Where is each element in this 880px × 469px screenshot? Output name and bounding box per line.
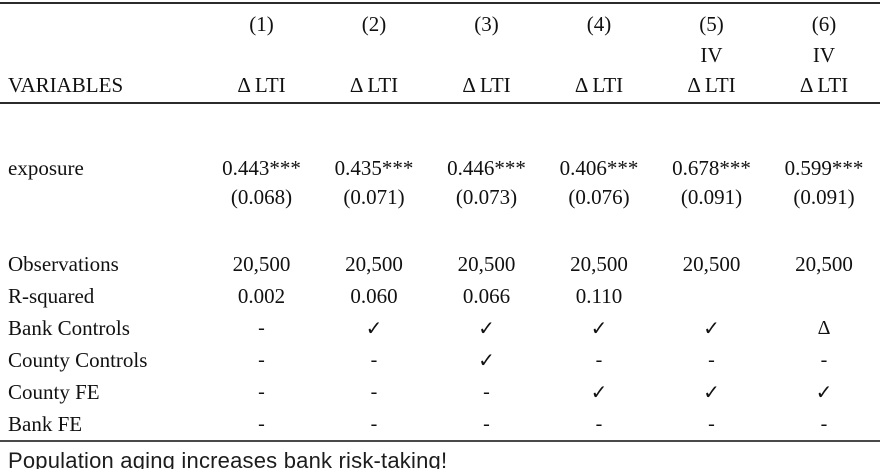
stat-value: 20,500 (570, 251, 628, 276)
spacer (0, 103, 880, 146)
coef-value: 0.678*** (672, 156, 751, 180)
indicator-cell: - (430, 408, 543, 442)
indicator-cell: - (370, 348, 378, 371)
indicator-cell: ✓ (478, 349, 495, 372)
coefficient-row-exposure: exposure 0.443*** 0.435*** 0.446*** 0.40… (0, 146, 880, 185)
coef-value: 0.446*** (447, 156, 526, 180)
model-number: (1) (249, 11, 274, 36)
indicator-cell: - (205, 408, 318, 442)
stat-value: 20,500 (682, 251, 741, 276)
indicator-cell: - (318, 408, 430, 442)
indicator-cell: Δ (817, 316, 831, 339)
se-value: (0.091) (680, 185, 743, 209)
model-number: (5) (699, 11, 724, 36)
empty-cell (0, 42, 205, 68)
se-value: (0.091) (793, 185, 855, 209)
stat-row-county-controls: County Controls - - ✓ - - - (0, 344, 880, 376)
stat-label: Bank FE (0, 408, 205, 442)
dep-var-cell: Δ LTI (543, 68, 655, 104)
indicator-cell: - (483, 380, 490, 403)
empty-cell (0, 3, 205, 42)
dep-var-cell: Δ LTI (205, 68, 318, 104)
stat-value (768, 280, 880, 312)
dep-var-cell: Δ LTI (768, 68, 880, 104)
stat-value: 0.066 (462, 283, 511, 308)
indicator-cell: - (370, 380, 378, 403)
variables-header: VARIABLES (0, 68, 205, 104)
stat-value: 20,500 (795, 251, 853, 276)
stat-label: Bank Controls (8, 315, 130, 340)
dependent-variable-row: VARIABLES Δ LTI Δ LTI Δ LTI Δ LTI Δ LTI … (0, 68, 880, 104)
indicator-cell: ✓ (590, 317, 608, 340)
model-number-row: (1) (2) (3) (4) (5) (6) (0, 3, 880, 42)
model-number: (3) (474, 11, 499, 36)
model-number: (4) (586, 11, 612, 36)
indicator-cell: - (258, 380, 265, 403)
stat-label: County FE (8, 379, 100, 404)
dep-var-cell: Δ LTI (655, 68, 768, 104)
stat-row-observations: Observations 20,500 20,500 20,500 20,500… (0, 248, 880, 280)
stat-label: R-squared (8, 283, 95, 308)
dep-var-cell: Δ LTI (318, 68, 430, 104)
stat-row-county-fe: County FE - - - ✓ ✓ ✓ (0, 376, 880, 408)
spacer-row (0, 103, 880, 146)
stat-value: 20,500 (345, 251, 403, 276)
indicator-cell: - (708, 348, 715, 371)
dep-var-cell: Δ LTI (430, 68, 543, 104)
estimator-cell (318, 42, 430, 68)
model-number: (6) (811, 11, 837, 36)
stat-row-bank-controls: Bank Controls - ✓ ✓ ✓ ✓ Δ (0, 312, 880, 344)
se-value: (0.076) (568, 185, 630, 209)
stat-label: County Controls (8, 347, 148, 372)
se-value: (0.068) (230, 185, 293, 209)
indicator-cell: - (258, 316, 265, 339)
estimator-row: IV IV (0, 42, 880, 68)
se-value: (0.073) (455, 185, 518, 209)
indicator-cell: - (820, 348, 828, 371)
standard-error-row: (0.068) (0.071) (0.073) (0.076) (0.091) … (0, 185, 880, 218)
stat-row-r-squared: R-squared 0.002 0.060 0.066 0.110 (0, 280, 880, 312)
indicator-cell: ✓ (703, 381, 720, 404)
stat-value: 20,500 (457, 251, 516, 276)
indicator-cell: - (258, 348, 265, 371)
estimator-cell (543, 42, 655, 68)
indicator-cell: - (768, 408, 880, 442)
stat-value: 20,500 (232, 251, 291, 276)
indicator-cell: ✓ (590, 381, 608, 404)
empty-cell (0, 185, 205, 218)
coef-value: 0.443*** (222, 156, 301, 180)
stat-row-bank-fe: Bank FE - - - - - - (0, 408, 880, 442)
coef-value: 0.435*** (334, 156, 414, 180)
stat-value: 0.002 (237, 283, 286, 308)
estimator-cell (205, 42, 318, 68)
stat-label: Observations (8, 251, 119, 276)
estimator-cell: IV (812, 42, 836, 67)
se-value: (0.071) (343, 185, 405, 209)
spacer (0, 218, 880, 248)
indicator-cell: - (655, 408, 768, 442)
indicator-cell: - (595, 348, 603, 371)
indicator-cell: ✓ (478, 317, 495, 340)
coef-value: 0.406*** (559, 156, 639, 180)
stat-value: 0.110 (575, 283, 623, 308)
coef-label: exposure (8, 156, 84, 180)
indicator-cell: ✓ (703, 317, 720, 340)
takeaway-caption: Population aging increases bank risk-tak… (8, 448, 448, 469)
spacer-row (0, 218, 880, 248)
indicator-cell: ✓ (815, 381, 833, 404)
indicator-cell: - (543, 408, 655, 442)
indicator-cell: ✓ (365, 317, 383, 340)
estimator-cell (430, 42, 543, 68)
estimator-cell: IV (700, 42, 723, 67)
regression-table: (1) (2) (3) (4) (5) (6) IV IV VARIABLES … (0, 2, 880, 442)
stat-value (655, 280, 768, 312)
coef-value: 0.599*** (784, 156, 864, 180)
model-number: (2) (361, 11, 387, 36)
stat-value: 0.060 (350, 283, 398, 308)
